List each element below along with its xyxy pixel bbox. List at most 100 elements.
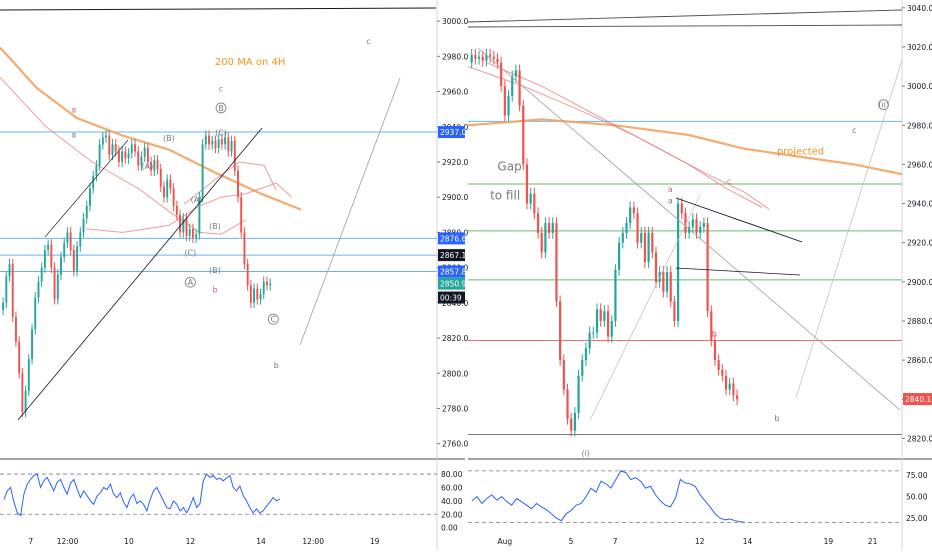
trend-line [477,47,901,411]
wave-label: b [274,361,279,370]
time-tick-label: 7 [613,537,618,546]
candle-body [551,223,554,233]
candle-body [246,264,249,286]
candle-body [82,218,85,233]
price-badges: 2840.1 [903,393,932,406]
wave-label: (B) [209,266,221,275]
candle-body [95,165,98,177]
candle-body [27,359,30,391]
price-tick-label: 2820.0 [907,434,932,443]
time-tick-label: 12 [695,537,705,546]
candle-body [117,151,120,162]
wave-label: (C) [184,248,196,257]
candle-body [156,160,159,170]
candle-body [163,186,165,198]
chart-panel-right[interactable]: 2820.02840.02860.02880.02900.02920.02940… [467,0,932,550]
wave-label: A [188,278,194,287]
time-tick-label: Aug [497,537,512,546]
rsi-tick-label: 25.00 [906,514,928,523]
time-tick-label: 19 [824,537,834,546]
candle-body [2,302,5,310]
wave-label: b [212,285,217,294]
candle-body [485,54,488,61]
trend-line [795,59,903,399]
ma-200-line [467,118,903,176]
candle-body [185,218,188,236]
candle-body [240,197,243,233]
candle-body [489,54,492,57]
price-tick-label: 3000.0 [907,82,932,91]
candle-body [34,297,37,330]
candle-body [166,179,169,198]
candle-body [211,140,214,145]
time-axis: 7 12:00 10 12 14 12:00 19 [28,537,379,546]
time-tick-label: 7 [28,537,33,546]
candle-body [529,193,532,204]
time-axis: Aug 5 7 12 14 19 21 [497,537,877,546]
chart-panel-left[interactable]: 2760.02780.02800.02820.02840.02860.02880… [0,0,468,550]
time-tick-label: 5 [569,537,574,546]
candle-body [188,228,191,236]
wave-label: a [71,106,76,115]
candle-body [230,140,233,152]
wave-label: c [727,177,731,186]
candle-body [130,144,133,154]
candle-body [721,369,724,376]
candle-body [72,250,75,272]
candle-body [684,213,687,233]
candle-body [717,360,720,370]
candle-body [108,135,111,155]
trend-line [299,77,401,346]
price-tick-label: 2940.0 [907,200,932,209]
candle-body [208,135,210,145]
candle-body [695,219,698,233]
candle-body [63,242,66,258]
candle-body [680,203,683,214]
candle-body [525,164,529,204]
price-badge [438,291,465,304]
candle-body [662,272,665,292]
candle-body [172,188,175,206]
trend-line [467,24,903,28]
rsi-line [3,473,280,517]
candle-body [511,76,514,96]
trend-line [467,9,903,23]
chart-annotation: projected [777,147,824,158]
candle-body [111,144,114,155]
candle-body [724,375,728,390]
candle-body [702,223,706,228]
chart-annotation: to fill [490,189,520,203]
annotations: 200 MA on 4H [215,57,285,68]
wave-label: (B) [163,134,175,143]
candle-body [669,272,672,302]
ma-200-line [0,46,302,211]
wave-label: B [218,104,224,113]
candle-body [76,246,79,272]
candle-body [217,139,220,148]
wave-label-circle [267,313,279,325]
price-badge [438,265,465,278]
ma-line [183,161,277,205]
candle-body [570,418,573,431]
candle-body [614,270,617,321]
wave-label: c [219,85,223,94]
candles [2,130,272,418]
price-tick-label: 2900.0 [442,193,468,202]
candle-body [153,160,156,171]
price-tick-label: 3000.0 [442,17,468,26]
rsi-tick-label: 0.00 [441,524,458,533]
price-tick-label: 2860.0 [907,356,932,365]
price-tick-label: 2900.0 [907,278,932,287]
price-badge [903,393,932,406]
price-tick-label: 3040.0 [907,4,932,13]
price-tick-label: 2760.0 [442,440,468,449]
rsi-tick-label: 40.00 [441,497,463,506]
wave-label-circle [878,99,890,111]
candle-body [40,267,43,282]
time-tick-label: 19 [370,537,380,546]
candle-body [603,311,606,321]
candle-body [140,156,143,166]
wave-label: a [668,185,673,194]
